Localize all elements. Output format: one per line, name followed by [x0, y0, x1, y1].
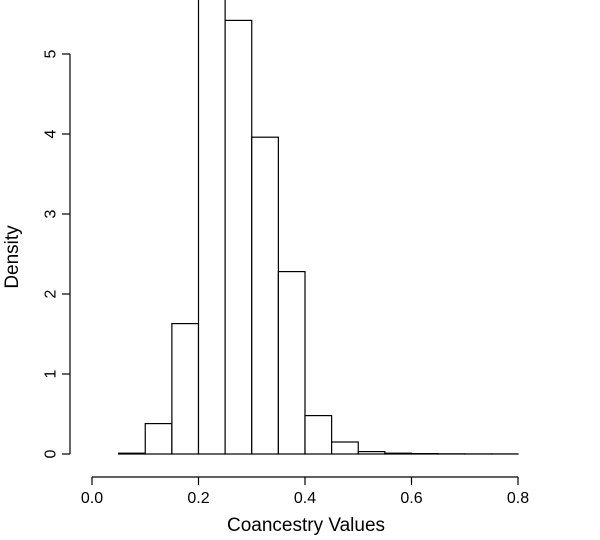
y-tick-label: 3 — [43, 209, 60, 218]
y-tick-label: 0 — [43, 449, 60, 458]
histogram-bar — [277, 271, 306, 455]
x-axis: 0.0 0.2 0.4 0.6 0.8 — [81, 476, 529, 507]
x-axis-title: Coancestry Values — [227, 515, 385, 536]
y-tick-label: 5 — [43, 49, 60, 58]
x-tick-label: 0.4 — [294, 490, 316, 507]
histogram-bar — [197, 0, 226, 455]
histogram-bar — [357, 451, 386, 455]
y-axis-title: Density — [2, 225, 23, 289]
histogram-bar — [144, 423, 173, 455]
y-tick-label: 1 — [43, 369, 60, 378]
histogram-bar — [331, 441, 359, 455]
histogram-bar — [224, 19, 253, 455]
histogram-bar — [304, 415, 333, 455]
y-tick-label: 2 — [43, 289, 60, 298]
histogram-bar — [118, 452, 146, 455]
histogram-bars — [118, 0, 519, 455]
x-tick-label: 0.0 — [81, 490, 103, 507]
x-tick-label: 0.6 — [400, 490, 422, 507]
histogram-bar — [171, 323, 200, 455]
histogram-bar — [384, 452, 413, 455]
y-axis: 0 1 2 3 4 5 — [43, 49, 71, 458]
histogram-bar — [251, 136, 279, 455]
x-tick-label: 0.8 — [507, 490, 529, 507]
y-tick-label: 4 — [43, 129, 60, 138]
x-tick-label: 0.2 — [187, 490, 209, 507]
